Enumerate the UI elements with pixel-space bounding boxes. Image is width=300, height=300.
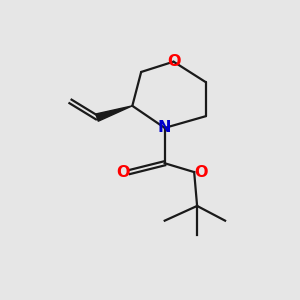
Text: O: O — [167, 54, 180, 69]
Polygon shape — [96, 106, 132, 121]
Text: O: O — [116, 165, 130, 180]
Text: N: N — [158, 120, 172, 135]
Text: O: O — [194, 165, 207, 180]
